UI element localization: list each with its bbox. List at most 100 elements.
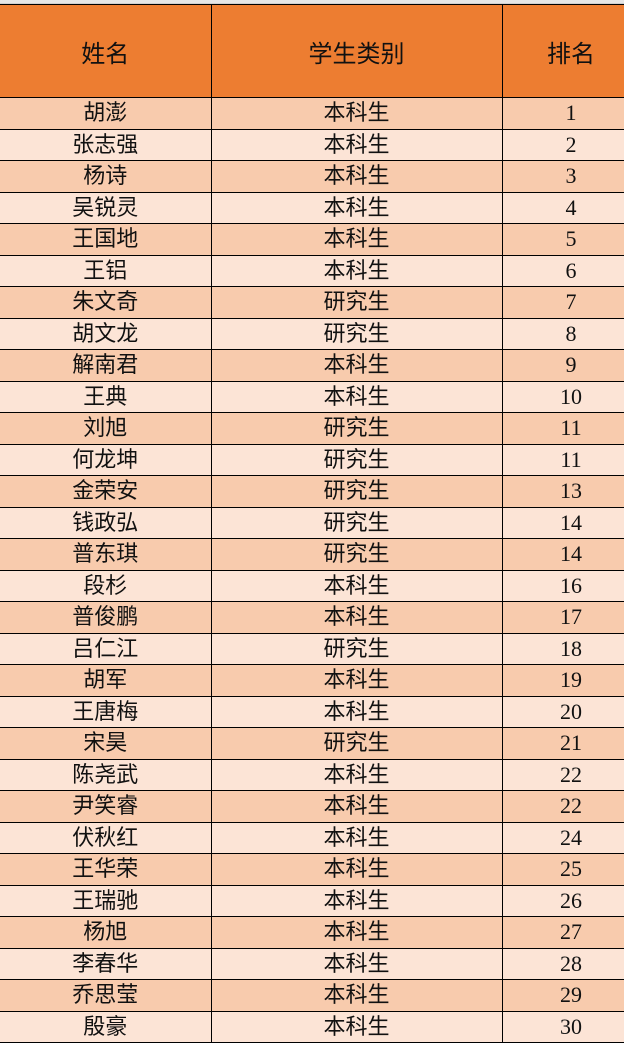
cell-name[interactable]: 王唐梅 (0, 695, 212, 728)
cell-name[interactable]: 王华荣 (0, 853, 212, 886)
cell-rank[interactable]: 20 (501, 695, 624, 728)
cell-rank[interactable]: 30 (501, 1010, 624, 1043)
cell-student-type[interactable]: 本科生 (210, 916, 503, 949)
table-row: 普俊鹏 本科生 17 (0, 601, 624, 634)
cell-name[interactable]: 解南君 (0, 349, 212, 382)
cell-rank[interactable]: 16 (501, 569, 624, 602)
cell-rank[interactable]: 22 (501, 758, 624, 791)
cell-student-type[interactable]: 本科生 (210, 569, 503, 602)
cell-name[interactable]: 钱政弘 (0, 506, 212, 539)
cell-rank[interactable]: 18 (501, 632, 624, 665)
cell-student-type[interactable]: 本科生 (210, 947, 503, 980)
table-row: 王华荣 本科生 25 (0, 853, 624, 886)
cell-student-type[interactable]: 本科生 (210, 758, 503, 791)
cell-student-type[interactable]: 研究生 (210, 506, 503, 539)
cell-name[interactable]: 乔思莹 (0, 979, 212, 1012)
cell-student-type[interactable]: 研究生 (210, 538, 503, 571)
cell-student-type[interactable]: 研究生 (210, 317, 503, 350)
cell-rank[interactable]: 27 (501, 916, 624, 949)
cell-student-type[interactable]: 本科生 (210, 1010, 503, 1043)
cell-student-type[interactable]: 本科生 (210, 97, 503, 130)
cell-student-type[interactable]: 本科生 (210, 790, 503, 823)
cell-name[interactable]: 金荣安 (0, 475, 212, 508)
sheet-top-edge (0, 0, 624, 4)
cell-rank[interactable]: 1 (501, 97, 624, 130)
header-rank[interactable]: 排名 (501, 4, 624, 98)
cell-rank[interactable]: 8 (501, 317, 624, 350)
cell-rank[interactable]: 4 (501, 191, 624, 224)
cell-student-type[interactable]: 本科生 (210, 349, 503, 382)
cell-name[interactable]: 胡文龙 (0, 317, 212, 350)
cell-student-type[interactable]: 研究生 (210, 412, 503, 445)
cell-name[interactable]: 普东琪 (0, 538, 212, 571)
cell-name[interactable]: 王国地 (0, 223, 212, 256)
cell-rank[interactable]: 14 (501, 506, 624, 539)
cell-rank[interactable]: 14 (501, 538, 624, 571)
cell-rank[interactable]: 19 (501, 664, 624, 697)
table-row: 殷豪 本科生 30 (0, 1010, 624, 1043)
cell-rank[interactable]: 5 (501, 223, 624, 256)
cell-name[interactable]: 朱文奇 (0, 286, 212, 319)
cell-rank[interactable]: 3 (501, 160, 624, 193)
cell-student-type[interactable]: 本科生 (210, 254, 503, 287)
header-name[interactable]: 姓名 (0, 4, 212, 98)
cell-name[interactable]: 王典 (0, 380, 212, 413)
cell-rank[interactable]: 11 (501, 443, 624, 476)
cell-student-type[interactable]: 本科生 (210, 601, 503, 634)
cell-rank[interactable]: 25 (501, 853, 624, 886)
cell-student-type[interactable]: 本科生 (210, 223, 503, 256)
cell-student-type[interactable]: 研究生 (210, 286, 503, 319)
cell-student-type[interactable]: 本科生 (210, 884, 503, 917)
cell-name[interactable]: 胡澎 (0, 97, 212, 130)
cell-student-type[interactable]: 本科生 (210, 128, 503, 161)
cell-rank[interactable]: 26 (501, 884, 624, 917)
cell-rank[interactable]: 6 (501, 254, 624, 287)
cell-rank[interactable]: 29 (501, 979, 624, 1012)
cell-rank[interactable]: 11 (501, 412, 624, 445)
cell-name[interactable]: 张志强 (0, 128, 212, 161)
cell-student-type[interactable]: 本科生 (210, 821, 503, 854)
cell-name[interactable]: 宋昊 (0, 727, 212, 760)
cell-student-type[interactable]: 本科生 (210, 664, 503, 697)
cell-student-type[interactable]: 研究生 (210, 632, 503, 665)
cell-rank[interactable]: 10 (501, 380, 624, 413)
cell-name[interactable]: 王瑞驰 (0, 884, 212, 917)
cell-student-type[interactable]: 研究生 (210, 443, 503, 476)
cell-student-type[interactable]: 本科生 (210, 191, 503, 224)
cell-rank[interactable]: 21 (501, 727, 624, 760)
cell-rank[interactable]: 13 (501, 475, 624, 508)
cell-student-type[interactable]: 研究生 (210, 475, 503, 508)
cell-name[interactable]: 殷豪 (0, 1010, 212, 1043)
cell-student-type[interactable]: 本科生 (210, 380, 503, 413)
table-row: 王国地 本科生 5 (0, 223, 624, 256)
cell-name[interactable]: 吕仁江 (0, 632, 212, 665)
cell-rank[interactable]: 7 (501, 286, 624, 319)
cell-name[interactable]: 王铝 (0, 254, 212, 287)
cell-name[interactable]: 段杉 (0, 569, 212, 602)
cell-name[interactable]: 吴锐灵 (0, 191, 212, 224)
cell-rank[interactable]: 9 (501, 349, 624, 382)
cell-name[interactable]: 伏秋红 (0, 821, 212, 854)
cell-student-type[interactable]: 本科生 (210, 695, 503, 728)
table-row: 段杉 本科生 16 (0, 569, 624, 602)
cell-name[interactable]: 杨旭 (0, 916, 212, 949)
table-row: 胡文龙 研究生 8 (0, 317, 624, 350)
cell-name[interactable]: 杨诗 (0, 160, 212, 193)
cell-name[interactable]: 刘旭 (0, 412, 212, 445)
cell-name[interactable]: 普俊鹏 (0, 601, 212, 634)
cell-name[interactable]: 李春华 (0, 947, 212, 980)
cell-rank[interactable]: 17 (501, 601, 624, 634)
cell-student-type[interactable]: 本科生 (210, 979, 503, 1012)
cell-name[interactable]: 尹笑睿 (0, 790, 212, 823)
cell-student-type[interactable]: 本科生 (210, 160, 503, 193)
cell-rank[interactable]: 24 (501, 821, 624, 854)
header-student-type[interactable]: 学生类别 (210, 4, 503, 98)
cell-rank[interactable]: 28 (501, 947, 624, 980)
cell-name[interactable]: 何龙坤 (0, 443, 212, 476)
cell-rank[interactable]: 22 (501, 790, 624, 823)
cell-rank[interactable]: 2 (501, 128, 624, 161)
cell-student-type[interactable]: 研究生 (210, 727, 503, 760)
cell-name[interactable]: 陈尧武 (0, 758, 212, 791)
cell-name[interactable]: 胡军 (0, 664, 212, 697)
cell-student-type[interactable]: 本科生 (210, 853, 503, 886)
